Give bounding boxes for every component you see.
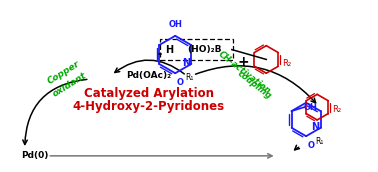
FancyArrowPatch shape <box>23 79 87 144</box>
Text: O: O <box>308 141 315 150</box>
Text: H: H <box>165 45 173 55</box>
FancyArrowPatch shape <box>195 66 316 103</box>
Text: R₁: R₁ <box>315 137 324 146</box>
Text: +: + <box>238 55 249 69</box>
Text: OH: OH <box>304 103 318 112</box>
Text: Pd(0): Pd(0) <box>21 151 48 160</box>
Text: N: N <box>182 58 191 68</box>
Text: R₂: R₂ <box>282 59 291 68</box>
FancyArrowPatch shape <box>294 145 299 150</box>
Text: CH-activation: CH-activation <box>216 49 272 95</box>
Text: (HO)₂B: (HO)₂B <box>187 45 222 54</box>
FancyArrowPatch shape <box>115 60 184 74</box>
Text: oxidant: oxidant <box>51 71 88 99</box>
Text: 4-Hydroxy-2-Pyridones: 4-Hydroxy-2-Pyridones <box>73 100 225 113</box>
Text: OH: OH <box>168 20 182 29</box>
Text: Copper: Copper <box>46 59 82 86</box>
Text: Pd(OAc)₂: Pd(OAc)₂ <box>126 71 171 80</box>
Text: R₂: R₂ <box>332 105 341 114</box>
Text: Catalyzed Arylation: Catalyzed Arylation <box>84 87 214 100</box>
Text: N: N <box>311 122 319 132</box>
Text: R₁: R₁ <box>185 73 194 82</box>
Text: O: O <box>176 78 183 87</box>
Text: coupling: coupling <box>235 69 273 101</box>
